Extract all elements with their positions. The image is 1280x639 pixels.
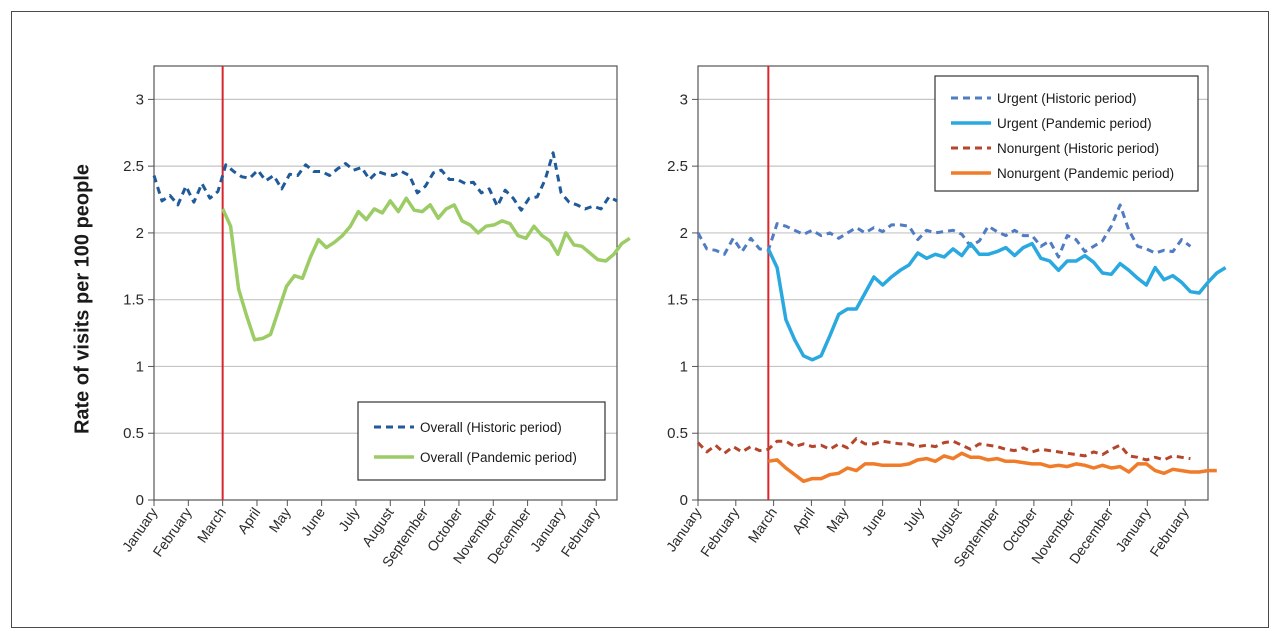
x-tick-label: May (265, 505, 293, 536)
y-tick-label: 1 (680, 358, 688, 375)
series-line-4 (768, 451, 1217, 484)
y-tick-label: 1 (136, 358, 144, 375)
y-tick-label: 2 (136, 225, 144, 242)
legend: Overall (Historic period) Overall (Pandem… (357, 401, 606, 481)
series-line-1 (152, 151, 618, 212)
legend-label: Nonurgent (Historic period) (997, 141, 1159, 156)
legend-label: Nonurgent (Pandemic period) (997, 166, 1174, 181)
x-tick-label: April (234, 505, 263, 537)
y-tick-label: 1.5 (667, 292, 688, 309)
y-tick-label: 3 (136, 91, 144, 108)
legend-label: Overall (Historic period) (420, 420, 562, 435)
x-tick-label: April (789, 505, 818, 537)
legend-label: Urgent (Historic period) (997, 91, 1137, 106)
y-tick-label: 1.5 (123, 292, 144, 309)
legend-box (357, 401, 606, 481)
y-tick-label: 2 (680, 225, 688, 242)
y-tick-label: 0 (136, 492, 144, 509)
x-tick-label: January (1112, 505, 1154, 555)
x-tick-label: March (745, 505, 780, 546)
y-tick-label: 0.5 (123, 425, 144, 442)
series-line-1 (696, 203, 1192, 259)
x-tick-label: May (823, 505, 851, 536)
y-tick-label: 2.5 (123, 158, 144, 175)
y-tick-label: 0 (680, 492, 688, 509)
series-line-3 (696, 437, 1191, 462)
x-tick-label: March (194, 505, 229, 546)
legend: Urgent (Historic period) Urgent (Pandemic… (934, 75, 1199, 192)
x-tick-label: January (663, 505, 705, 555)
series-line-2 (766, 241, 1227, 362)
y-tick-label: 2.5 (667, 158, 688, 175)
x-tick-label: February (1146, 505, 1191, 560)
plot-area (153, 65, 618, 501)
x-tick-label: July (900, 505, 927, 535)
y-tick-label: 3 (680, 91, 688, 108)
series-line-2 (221, 196, 631, 342)
x-tick-label: June (298, 504, 329, 538)
legend-label: Urgent (Pandemic period) (997, 116, 1152, 131)
x-tick-label: August (927, 504, 965, 549)
x-tick-label: June (859, 504, 890, 538)
y-tick-label: 0.5 (667, 425, 688, 442)
legend-label: Overall (Pandemic period) (420, 450, 577, 465)
x-tick-label: February (697, 505, 742, 560)
x-tick-label: July (335, 505, 362, 535)
